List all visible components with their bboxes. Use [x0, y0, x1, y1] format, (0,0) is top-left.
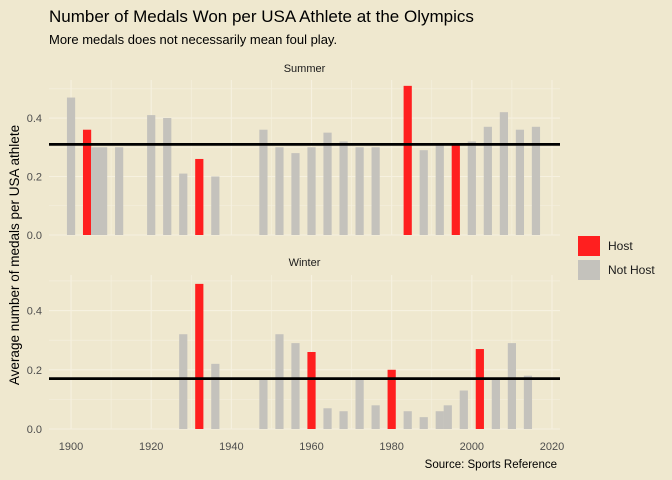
chart-title: Number of Medals Won per USA Athlete at …: [49, 7, 474, 26]
bar-summer-1996: [451, 144, 460, 235]
bar-winter-1956: [291, 343, 300, 429]
x-tick-label: 1920: [139, 441, 163, 453]
legend-swatch-not-host: [578, 260, 600, 280]
y-axis-title: Average number of medals per USA athlete: [7, 125, 22, 385]
bar-winter-1960: [307, 352, 316, 429]
bar-winter-1972: [355, 378, 364, 429]
bar-summer-1948: [259, 129, 268, 235]
bar-winter-1936: [211, 363, 220, 429]
bar-summer-2004: [483, 126, 492, 235]
bar-winter-1994: [443, 405, 452, 429]
bar-summer-2012: [515, 129, 525, 235]
bar-winter-1968: [339, 411, 348, 429]
y-tick-label-winter: 0.4: [27, 306, 42, 318]
bar-summer-2016: [531, 126, 541, 235]
panel-strip-label-summer: Summer: [284, 63, 326, 75]
bar-summer-1912: [115, 147, 124, 235]
legend-item-host: Host: [578, 234, 655, 258]
bar-summer-1920: [147, 115, 156, 235]
legend: Host Not Host: [578, 234, 655, 282]
bar-summer-1988: [419, 150, 428, 235]
y-tick-label-winter: 0.0: [27, 424, 42, 436]
x-tick-label: 1940: [219, 441, 243, 453]
bar-summer-1906: [90, 147, 100, 235]
bar-winter-1998: [459, 390, 468, 429]
bar-winter-1988: [419, 417, 428, 429]
bar-summer-1904: [82, 129, 92, 235]
bar-summer-1984: [403, 85, 412, 235]
bar-winter-1980: [387, 369, 396, 429]
bar-summer-1932: [195, 158, 204, 235]
bar-winter-1964: [323, 408, 332, 429]
bar-winter-1976: [371, 405, 380, 429]
bar-winter-2002: [475, 349, 484, 429]
x-tick-label: 2000: [460, 441, 484, 453]
bar-winter-1992: [435, 411, 444, 429]
bar-summer-1924: [163, 118, 172, 235]
bar-summer-1908: [99, 147, 108, 235]
bar-summer-1960: [307, 147, 316, 235]
source-caption: Source: Sports Reference: [424, 459, 557, 471]
bar-summer-2000: [467, 141, 476, 235]
bar-summer-1928: [179, 173, 188, 235]
bar-winter-2006: [491, 378, 500, 429]
bar-summer-1968: [339, 141, 348, 235]
bar-summer-1900: [66, 97, 76, 235]
bar-summer-2008: [499, 112, 508, 235]
bar-winter-1952: [275, 334, 284, 429]
bar-winter-1932: [195, 283, 204, 429]
chart-subtitle: More medals does not necessarily mean fo…: [49, 32, 338, 47]
bar-winter-2010: [507, 343, 517, 429]
bar-summer-1952: [275, 147, 284, 235]
bar-summer-1956: [291, 153, 300, 235]
bar-winter-1948: [259, 378, 268, 429]
x-tick-label: 2020: [540, 441, 564, 453]
x-tick-label: 1980: [379, 441, 403, 453]
y-tick-label-winter: 0.2: [27, 365, 42, 377]
bar-winter-1928: [179, 334, 188, 429]
bar-winter-1984: [403, 411, 412, 429]
bar-summer-1972: [355, 147, 364, 235]
bar-summer-1964: [323, 132, 332, 235]
legend-swatch-host: [578, 236, 600, 256]
y-tick-label-summer: 0.0: [27, 230, 42, 242]
bar-winter-2014: [523, 375, 533, 429]
x-tick-label: 1960: [299, 441, 323, 453]
bar-summer-1936: [211, 176, 220, 235]
x-tick-label: 1900: [59, 441, 83, 453]
bar-summer-1976: [371, 147, 380, 235]
legend-label-not-host: Not Host: [608, 263, 655, 277]
bar-summer-1992: [435, 144, 444, 235]
panel-strip-label-winter: Winter: [289, 257, 321, 269]
legend-label-host: Host: [608, 239, 633, 253]
y-tick-label-summer: 0.4: [27, 113, 42, 125]
y-tick-label-summer: 0.2: [27, 172, 42, 184]
legend-item-not-host: Not Host: [578, 258, 655, 282]
